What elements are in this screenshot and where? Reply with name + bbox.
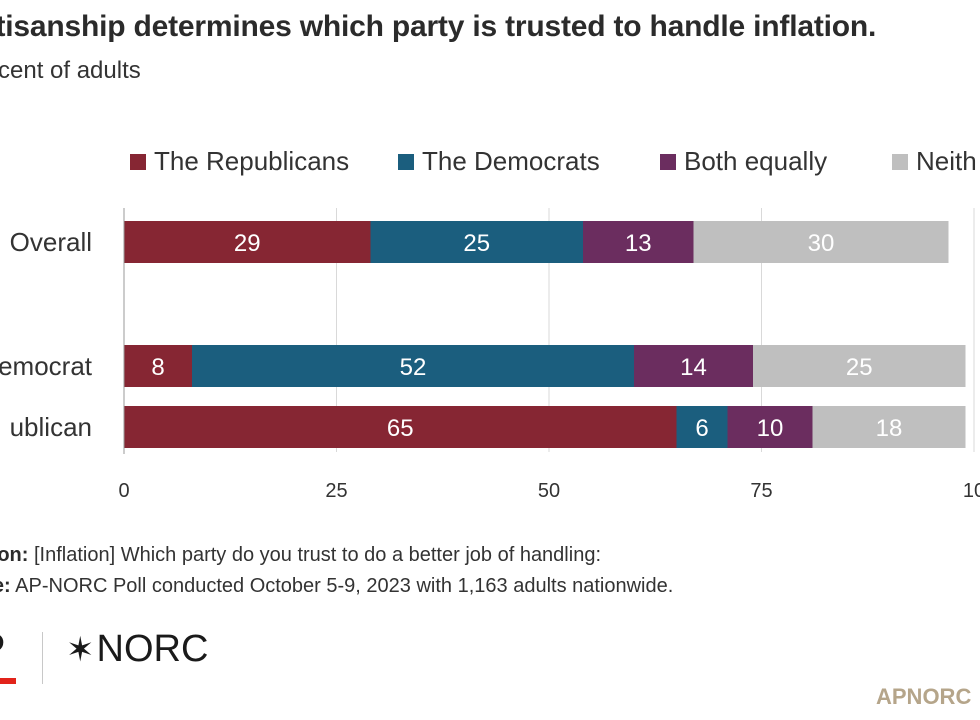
legend-label-democrats: The Democrats [422,146,600,176]
data-label: 8 [151,354,164,381]
legend-swatch-neither [892,153,908,170]
x-tick-label: 10 [963,480,980,502]
source-text: AP-NORC Poll conducted October 5-9, 2023… [10,575,674,597]
x-tick-label: 50 [538,480,560,502]
source-label: rce: [0,575,11,597]
legend-label-both: Both equally [684,146,828,176]
data-label: 30 [808,230,835,257]
category-label: emocrat [0,351,93,381]
bar-segment [370,221,583,263]
chart-notes: stion: [Inflation] Which party do you tr… [0,540,673,602]
x-tick-label: 25 [325,480,347,502]
legend-swatch-democrats [398,153,414,170]
bar-segment [124,345,192,387]
bar-segment [812,406,966,448]
legend-swatch-both [660,153,676,170]
bar-segment [753,345,966,387]
question-note: stion: [Inflation] Which party do you tr… [0,540,673,571]
bar-segment [124,221,371,263]
data-label: 10 [757,415,784,442]
source-note: rce: AP-NORC Poll conducted October 5-9,… [0,571,673,602]
norc-logo-text: NORC [96,628,209,670]
data-label: 25 [463,230,490,257]
ap-logo-underline [0,678,16,684]
data-label: 6 [695,415,708,442]
chart-title: rtisanship determines which party is tru… [0,10,877,43]
ap-logo: P [0,626,5,671]
question-label: stion: [0,544,29,566]
data-label: 25 [846,354,873,381]
bar-segment [634,345,753,387]
legend-label-republicans: The Republicans [154,146,350,176]
data-label: 13 [625,230,652,257]
data-label: 18 [876,415,903,442]
x-tick-label: 0 [118,480,129,502]
bar-segment [676,406,728,448]
data-label: 14 [680,354,707,381]
legend-label-neither: Neith [916,146,977,176]
bar-segment [192,345,634,387]
bar-segment [124,406,677,448]
category-label: ublican [10,412,92,442]
x-tick-label: 75 [750,480,772,502]
norc-logo: ✶ NORC [66,628,208,671]
norc-star-icon: ✶ [66,630,95,669]
bar-segment [693,221,949,263]
legend-item-both: Both equally [660,146,827,177]
category-label: Overall [10,227,92,257]
legend-item-democrats: The Democrats [398,146,600,177]
chart-subtitle: rcent of adults [0,57,141,84]
legend-item-neither: Neith [892,146,977,177]
data-label: 52 [400,354,427,381]
logo-divider [42,632,43,684]
stacked-bar-chart: 0 25 50 75 10 29 25 13 30 Overall 8 52 14 25 emocrat 65… [0,208,980,502]
bar-segment [727,406,813,448]
legend-swatch-republicans [130,153,146,170]
data-label: 65 [387,415,414,442]
watermark: APNORC [876,684,972,709]
data-label: 29 [234,230,261,257]
legend-item-republicans: The Republicans [130,146,349,177]
bar-segment [583,221,694,263]
question-text: [Inflation] Which party do you trust to … [28,544,601,566]
